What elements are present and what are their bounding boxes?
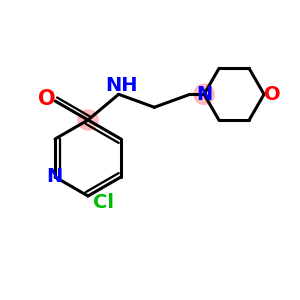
Text: NH: NH [105,76,138,95]
Text: Cl: Cl [94,193,115,211]
Text: N: N [46,167,62,187]
Circle shape [78,110,98,130]
Circle shape [194,84,214,104]
Text: O: O [38,89,56,109]
Text: O: O [264,85,280,104]
Text: N: N [196,85,212,104]
